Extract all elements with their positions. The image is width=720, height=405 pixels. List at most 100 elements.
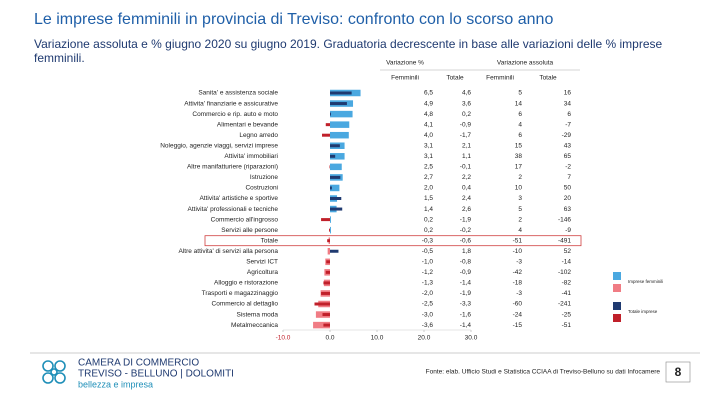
bar — [330, 216, 331, 223]
abs-cell: 14 — [515, 100, 523, 107]
pct-cell: 1,1 — [462, 153, 471, 160]
bar — [321, 218, 330, 222]
pct-cell: 2,5 — [424, 164, 433, 171]
pct-cell: 2,1 — [462, 142, 471, 149]
pct-cell: 3,1 — [424, 153, 433, 160]
pct-cell: -3,0 — [422, 311, 434, 318]
abs-cell: 43 — [564, 142, 572, 149]
pct-cell: -2,5 — [422, 301, 434, 308]
abs-cell: 6 — [518, 132, 522, 139]
category-label: Trasporti e magazzinaggio — [202, 290, 279, 297]
category-label: Sanita' e assistenza sociale — [198, 90, 278, 97]
pct-cell: 3,1 — [424, 142, 433, 149]
category-label: Attivita' artistiche e sportive — [199, 195, 278, 202]
pct-cell: -0,3 — [422, 237, 434, 244]
bar — [330, 121, 350, 128]
pct-cell: 4,9 — [424, 100, 433, 107]
abs-cell: 34 — [564, 100, 572, 107]
bar — [330, 207, 343, 211]
page-number: 8 — [675, 365, 682, 379]
abs-cell: -41 — [562, 290, 572, 297]
abs-cell: 50 — [564, 185, 572, 192]
x-tick-label: -10.0 — [276, 335, 291, 342]
bar — [330, 249, 339, 253]
category-label: Attivita' professionali e tecniche — [188, 206, 279, 213]
abs-cell: -29 — [562, 132, 572, 139]
category-label: Altre attivita' di servizi alla persona — [178, 248, 278, 255]
category-label: Istruzione — [250, 174, 279, 181]
abs-cell: 6 — [518, 111, 522, 118]
bar — [330, 153, 345, 160]
bar — [330, 175, 341, 179]
abs-cell: 7 — [567, 174, 571, 181]
pct-cell: 2,6 — [462, 206, 471, 213]
category-label: Totale — [261, 237, 279, 244]
abs-cell: -102 — [558, 269, 571, 276]
abs-cell: -9 — [565, 227, 571, 234]
category-label: Commercio al dettaglio — [212, 301, 279, 308]
abs-cell: 63 — [564, 206, 572, 213]
bar — [330, 112, 331, 116]
x-tick-label: 20.0 — [418, 335, 431, 342]
abs-cell: -15 — [513, 322, 523, 329]
category-label: Attivita' immobiliari — [224, 153, 278, 160]
pct-cell: 4,8 — [424, 111, 433, 118]
abs-cell: -491 — [558, 237, 571, 244]
bar — [330, 110, 353, 118]
pct-cell: -1,4 — [460, 322, 472, 329]
x-tick-label: 10.0 — [371, 335, 384, 342]
pct-cell: -2,0 — [422, 290, 434, 297]
bar — [330, 197, 342, 200]
abs-cell: -146 — [558, 216, 571, 223]
abs-cell: -25 — [562, 311, 572, 318]
category-label: Noleggio, agenzie viaggi, servizi impres… — [160, 142, 278, 149]
pct-cell: 2,2 — [462, 174, 471, 181]
column-header: Totale — [446, 75, 464, 82]
pct-cell: 0,2 — [424, 216, 433, 223]
logo-icon — [42, 360, 66, 384]
abs-cell: 5 — [518, 206, 522, 213]
pct-cell: -1,0 — [422, 259, 434, 266]
pct-cell: 0,2 — [424, 227, 433, 234]
pct-cell: -0,2 — [460, 227, 472, 234]
category-label: Commercio all'ingrosso — [211, 216, 279, 223]
pct-cell: 2,0 — [424, 185, 433, 192]
abs-cell: -7 — [565, 121, 571, 128]
pct-cell: -1,4 — [460, 280, 472, 287]
category-label: Sistema moda — [236, 311, 278, 318]
pct-cell: 1,4 — [424, 206, 433, 213]
category-label: Servizi ICT — [246, 259, 278, 266]
abs-cell: -42 — [513, 269, 523, 276]
abs-cell: 15 — [515, 142, 523, 149]
legend-swatch — [613, 302, 621, 310]
pct-cell: -0,9 — [460, 269, 472, 276]
pct-cell: 4,1 — [424, 121, 433, 128]
table-header: Variazione assoluta — [497, 60, 554, 67]
legend-swatch — [613, 284, 621, 292]
bar — [327, 248, 330, 255]
pct-cell: 1,5 — [424, 195, 433, 202]
category-label: Servizi alle persone — [221, 227, 278, 234]
legend-swatch — [613, 272, 621, 280]
pct-cell: 4,6 — [462, 90, 471, 97]
abs-cell: -241 — [558, 301, 571, 308]
category-label: Alloggio e ristorazione — [214, 280, 278, 287]
abs-cell: -82 — [562, 280, 572, 287]
bar — [323, 281, 330, 285]
bar — [330, 186, 332, 190]
column-header: Totale — [539, 75, 557, 82]
abs-cell: -14 — [562, 259, 572, 266]
pct-cell: -0,9 — [460, 121, 472, 128]
bar — [330, 154, 336, 158]
abs-cell: -3 — [516, 259, 522, 266]
logo-text: CAMERA DI COMMERCIO — [78, 358, 199, 369]
abs-cell: -3 — [516, 290, 522, 297]
abs-cell: -2 — [565, 164, 571, 171]
category-label: Commercio e rip. auto e moto — [192, 111, 278, 118]
slide-subtitle: Variazione assoluta e % giugno 2020 su g… — [34, 37, 663, 65]
pct-cell: -1,9 — [460, 290, 472, 297]
column-header: Femminili — [486, 75, 514, 82]
table-header: Variazione % — [386, 60, 424, 67]
column-header: Femminili — [391, 75, 419, 82]
